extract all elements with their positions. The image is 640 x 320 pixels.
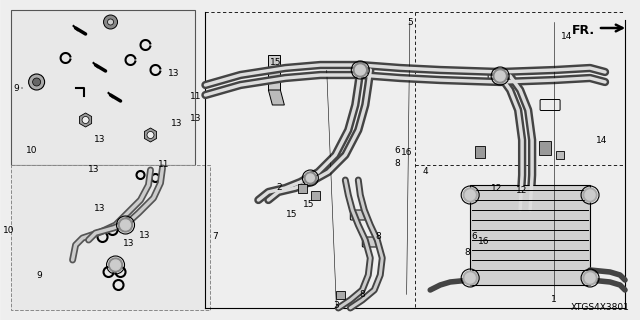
Text: 7: 7 — [212, 232, 218, 241]
Text: 14: 14 — [561, 32, 572, 41]
Text: 5: 5 — [407, 18, 413, 27]
Circle shape — [495, 71, 505, 81]
Circle shape — [585, 273, 595, 283]
Text: 11: 11 — [190, 92, 202, 100]
Circle shape — [493, 69, 507, 83]
FancyBboxPatch shape — [540, 100, 560, 110]
Circle shape — [465, 190, 475, 200]
Circle shape — [109, 258, 122, 272]
Text: 9: 9 — [36, 271, 42, 280]
Bar — [11, 165, 211, 310]
Circle shape — [463, 271, 477, 285]
Circle shape — [29, 74, 45, 90]
Text: 13: 13 — [190, 114, 202, 123]
Circle shape — [307, 174, 314, 182]
Text: 6: 6 — [471, 232, 477, 241]
Text: 8: 8 — [375, 232, 381, 241]
Text: 13: 13 — [168, 69, 179, 78]
FancyBboxPatch shape — [362, 237, 378, 247]
Polygon shape — [145, 128, 157, 142]
Circle shape — [305, 172, 316, 184]
Text: 12: 12 — [490, 184, 502, 193]
Text: 8: 8 — [394, 159, 400, 168]
Text: 8: 8 — [359, 290, 365, 299]
Circle shape — [108, 19, 113, 25]
Text: FR.: FR. — [572, 23, 595, 36]
Bar — [11, 10, 195, 165]
Circle shape — [82, 116, 89, 124]
Text: 10: 10 — [26, 146, 37, 155]
Text: 13: 13 — [94, 135, 106, 144]
Text: XTGS4X3801: XTGS4X3801 — [571, 303, 630, 312]
Text: 14: 14 — [596, 136, 607, 145]
Circle shape — [583, 188, 597, 202]
Text: 15: 15 — [286, 210, 298, 219]
Text: 15: 15 — [303, 200, 315, 209]
Circle shape — [33, 78, 40, 86]
Polygon shape — [79, 113, 92, 127]
FancyBboxPatch shape — [488, 70, 512, 82]
Circle shape — [118, 218, 132, 232]
Text: 4: 4 — [423, 167, 429, 176]
Circle shape — [147, 132, 154, 139]
Circle shape — [104, 15, 118, 29]
Polygon shape — [268, 90, 284, 105]
Text: 10: 10 — [3, 226, 15, 235]
Circle shape — [353, 63, 367, 77]
Text: 16: 16 — [478, 237, 490, 246]
Text: 11: 11 — [158, 160, 170, 169]
Circle shape — [120, 220, 131, 230]
Text: 13: 13 — [88, 165, 99, 174]
Polygon shape — [268, 55, 280, 90]
Circle shape — [463, 188, 477, 202]
Bar — [556, 151, 564, 159]
Circle shape — [355, 65, 365, 75]
Bar — [298, 183, 307, 193]
FancyBboxPatch shape — [350, 210, 366, 220]
Text: 13: 13 — [123, 239, 134, 248]
Text: 12: 12 — [516, 186, 527, 195]
Text: 2: 2 — [276, 183, 282, 192]
Bar — [539, 141, 551, 155]
Bar — [336, 291, 345, 299]
Text: 15: 15 — [270, 58, 282, 67]
Bar — [470, 185, 590, 285]
FancyBboxPatch shape — [489, 70, 511, 82]
Bar — [475, 146, 485, 158]
Text: 16: 16 — [401, 148, 412, 156]
Text: 13: 13 — [139, 231, 150, 240]
Circle shape — [111, 260, 120, 270]
Text: 9: 9 — [13, 84, 19, 92]
Text: 13: 13 — [94, 204, 106, 212]
Circle shape — [585, 190, 595, 200]
Circle shape — [465, 273, 475, 283]
Text: 6: 6 — [394, 146, 400, 155]
Text: 8: 8 — [465, 248, 470, 257]
Text: 13: 13 — [171, 119, 182, 128]
Circle shape — [583, 271, 597, 285]
Bar — [311, 190, 320, 199]
Text: 3: 3 — [333, 301, 339, 310]
Text: 1: 1 — [551, 295, 557, 304]
